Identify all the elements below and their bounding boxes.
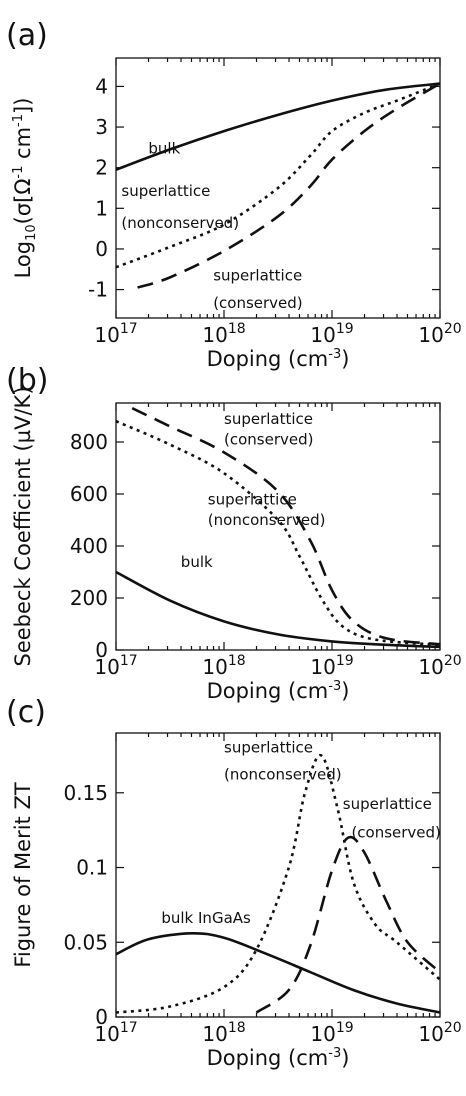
- y-tick-label: 0.15: [63, 781, 108, 805]
- y-axis-title: Seebeck Coefficient (µV/K): [11, 386, 35, 666]
- panel-label: (c): [6, 695, 46, 730]
- series-annotation: (conserved): [213, 294, 302, 312]
- x-axis-title: Doping (cm-3): [207, 347, 350, 371]
- series-annotation: superlattice: [224, 410, 313, 428]
- y-tick-label: 0: [95, 1005, 108, 1029]
- y-tick-label: 0: [95, 638, 108, 662]
- series-bulk: [115, 82, 441, 171]
- y-tick-label: 1: [95, 196, 108, 220]
- series-annotation: superlattice: [208, 490, 297, 508]
- panel-c: (c) 1017 1018 1019 1020 0 0.05 0.1 0.15 Doping (c…: [6, 695, 462, 1070]
- x-tick-label: 1017: [94, 321, 137, 347]
- series-annotation: superlattice: [121, 182, 210, 200]
- series-bulk-ingaas: [115, 931, 441, 1014]
- x-tick-label: 1019: [310, 653, 353, 679]
- y-tick-label: 600: [70, 482, 108, 506]
- x-tick-label: 1019: [310, 1020, 353, 1046]
- x-tick-label: 1020: [418, 653, 461, 679]
- series-annotation: (nonconserved): [208, 511, 326, 529]
- series-superlattice-nonconserved: [115, 754, 441, 1014]
- y-tick-label: 2: [95, 156, 108, 180]
- x-axis-title: Doping (cm-3): [207, 1046, 350, 1070]
- y-tick-label: 800: [70, 430, 108, 454]
- series-annotation: (nonconserved): [121, 214, 239, 232]
- y-tick-label: 400: [70, 534, 108, 558]
- panel-label: (a): [6, 18, 48, 53]
- series-annotation: superlattice: [213, 267, 302, 285]
- series-superlattice-nonconserved: [115, 420, 441, 647]
- series-annotation: (conserved): [224, 431, 313, 449]
- panel-a: (a) 1017 1018 1019 1020 -1 0 1 2 3 4 Doping (cm-3) L…: [6, 18, 462, 371]
- x-tick-label: 1019: [310, 321, 353, 347]
- series-annotation: superlattice: [224, 738, 313, 756]
- panel-b: (b) 1017 1018 1019 1020 0 200 400 600 800 Doping (…: [6, 363, 462, 703]
- series-annotation: superlattice: [343, 795, 432, 813]
- series-superlattice-conserved: [131, 407, 441, 646]
- series-superlattice-nonconserved: [115, 82, 441, 269]
- series-bulk: [115, 570, 441, 649]
- series-superlattice-conserved: [137, 82, 441, 289]
- series-superlattice-conserved: [255, 835, 441, 1014]
- panel-label: (b): [6, 363, 48, 398]
- y-axis-title: Figure of Merit ZT: [11, 782, 35, 968]
- x-tick-label: 1017: [94, 1020, 137, 1046]
- y-tick-label: 3: [95, 115, 108, 139]
- plot-frame: [115, 402, 441, 651]
- y-tick-label: -1: [88, 278, 108, 302]
- series-annotation: bulk: [181, 553, 213, 571]
- x-tick-label: 1018: [202, 1020, 245, 1046]
- y-axis-title: Log10(σ[Ω-1 cm-1]): [11, 98, 39, 279]
- series-annotation: (conserved): [351, 824, 440, 842]
- x-tick-label: 1017: [94, 653, 137, 679]
- series-annotation: (nonconserved): [224, 765, 342, 783]
- series-annotation: bulk: [148, 139, 180, 157]
- y-tick-label: 0: [95, 237, 108, 261]
- x-tick-label: 1020: [418, 1020, 461, 1046]
- x-axis-title: Doping (cm-3): [207, 679, 350, 703]
- series-annotation: bulk InGaAs: [161, 909, 251, 927]
- x-tick-label: 1020: [418, 321, 461, 347]
- y-tick-label: 0.05: [63, 930, 108, 954]
- x-tick-label: 1018: [202, 321, 245, 347]
- plot-frame: [115, 57, 441, 319]
- x-tick-label: 1018: [202, 653, 245, 679]
- y-tick-label: 200: [70, 586, 108, 610]
- y-tick-label: 4: [95, 74, 108, 98]
- plot-frame: [115, 732, 441, 1018]
- y-tick-label: 0.1: [76, 856, 108, 880]
